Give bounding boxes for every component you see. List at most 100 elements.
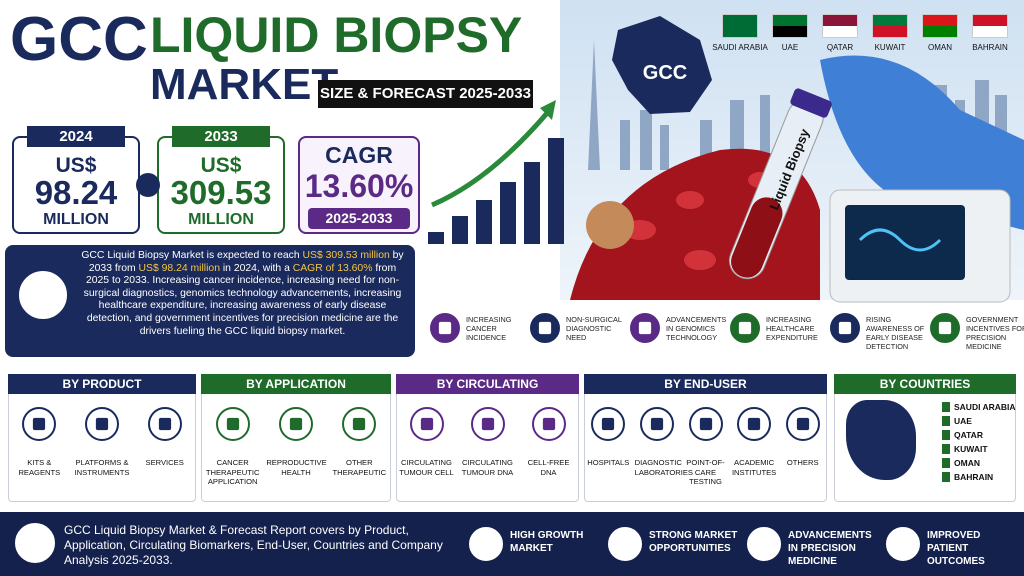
- stat-currency: US$: [200, 154, 242, 177]
- country-item: BAHRAIN: [942, 472, 993, 482]
- icon: [147, 407, 182, 441]
- map-label: GCC: [642, 62, 688, 84]
- stat-year: 2024: [27, 126, 125, 147]
- segment-header: BY PRODUCT: [8, 374, 196, 394]
- title-market: MARKET: [150, 60, 339, 109]
- segment-item: CIRCULATING TUMOUR DNA: [461, 458, 514, 477]
- icon: [737, 407, 772, 441]
- icon: [469, 527, 503, 561]
- icon: [470, 407, 505, 441]
- growth-bars: [428, 138, 564, 244]
- footer-highlight: ADVANCEMENTS IN PRECISION MEDICINE: [788, 530, 872, 567]
- segment-header: BY APPLICATION: [201, 374, 391, 394]
- flag: [972, 14, 1008, 38]
- summary-part: GCC Liquid Biopsy Market is expected to …: [81, 250, 303, 261]
- cagr-period: 2025-2033: [308, 208, 410, 229]
- segment-item: OTHERS: [786, 458, 819, 467]
- stat-value: 98.24: [34, 174, 118, 211]
- driver-label: ADVANCEMENTS IN GENOMICS TECHNOLOGY: [666, 315, 727, 342]
- flag: [872, 14, 908, 38]
- footer-highlight: STRONG MARKET OPPORTUNITIES: [649, 530, 738, 554]
- flag: [922, 14, 958, 38]
- gcc-map: [612, 16, 712, 114]
- segment-item: ACADEMIC INSTITUTES: [731, 458, 777, 477]
- dna-display: [858, 228, 942, 252]
- arrow-circle: [136, 173, 160, 197]
- stat-unit: MILLION: [188, 211, 254, 228]
- flag-label: UAE: [781, 43, 799, 52]
- icon: [639, 407, 674, 441]
- title-liquid-biopsy: LIQUID BIOPSY: [150, 7, 523, 63]
- icon: [608, 527, 642, 561]
- flag: [772, 14, 808, 38]
- icon: [528, 311, 562, 345]
- glove: [820, 55, 1024, 230]
- country-map: [846, 400, 916, 480]
- icon: [409, 407, 444, 441]
- arrow-head: [540, 100, 556, 120]
- footer-description: GCC Liquid Biopsy Market & Forecast Repo…: [64, 523, 443, 567]
- country-item: KUWAIT: [942, 444, 988, 454]
- segment-item: CANCER THERAPEUTIC APPLICATION: [205, 458, 260, 486]
- flag-label: KUWAIT: [874, 43, 906, 52]
- flag-label: SAUDI ARABIA: [712, 43, 768, 52]
- country-item: OMAN: [942, 458, 980, 468]
- country-item: SAUDI ARABIA: [942, 402, 1016, 412]
- summary-text: GCC Liquid Biopsy Market is expected to …: [80, 250, 405, 338]
- segment-item: KITS & REAGENTS: [18, 458, 61, 477]
- subtitle: SIZE & FORECAST 2025-2033: [318, 80, 533, 108]
- flag-label: BAHRAIN: [972, 43, 1008, 52]
- stat-value: 309.53: [170, 174, 272, 211]
- segment-header: BY END-USER: [584, 374, 827, 394]
- footer-band: [0, 512, 1024, 576]
- icon: [85, 407, 119, 441]
- icon: [19, 271, 67, 319]
- segment-item: DIAGNOSTIC LABORATORIES: [634, 458, 693, 477]
- summary-highlight: CAGR of 13.60%: [292, 262, 373, 274]
- icon: [342, 407, 377, 441]
- driver-label: GOVERNMENT INCENTIVES FOR PRECISION MEDI…: [966, 315, 1024, 351]
- segment-item: CIRCULATING TUMOUR CELL: [399, 458, 454, 477]
- flag: [722, 14, 758, 38]
- driver-label: INCREASING CANCER INCIDENCE: [466, 315, 512, 342]
- segment-item: SERVICES: [145, 458, 184, 467]
- summary-highlight: US$ 309.53 million: [302, 250, 390, 261]
- cagr-label: CAGR: [325, 142, 393, 168]
- cagr-value: 13.60%: [304, 168, 414, 204]
- icon: [22, 407, 57, 441]
- icon: [688, 407, 723, 441]
- stat-year: 2033: [172, 126, 270, 147]
- growth-arrow: [431, 110, 550, 208]
- icon: [928, 311, 962, 345]
- segment-item: PLATFORMS & INSTRUMENTS: [74, 458, 130, 477]
- icon: [785, 407, 820, 441]
- stat-box: [157, 136, 285, 234]
- icon: [828, 311, 862, 345]
- driver-label: NON-SURGICAL DIAGNOSTIC NEED: [566, 315, 622, 342]
- icon: [531, 407, 566, 441]
- icon: [747, 527, 781, 561]
- summary-part: from 2025 to 2033. Increasing cancer inc…: [83, 262, 402, 337]
- icon: [428, 311, 462, 345]
- segment-item: CELL-FREE DNA: [527, 458, 570, 477]
- footer-highlight: HIGH GROWTH MARKET: [510, 530, 584, 554]
- icon: [591, 407, 626, 441]
- summary-box: [5, 245, 415, 357]
- segment-item: POINT-OF-CARE TESTING: [686, 458, 725, 486]
- segment-header: BY CIRCULATING BIOMARKERS: [396, 374, 579, 411]
- summary-part: in 2024, with a: [219, 262, 293, 274]
- summary-highlight: US$ 98.24 million: [138, 262, 220, 274]
- segment-item: REPRODUCTIVE HEALTH: [266, 458, 327, 477]
- icon: [728, 311, 762, 345]
- segment-header: BY COUNTRIES: [834, 374, 1016, 394]
- driver-label: RISING AWARENESS OF EARLY DISEASE DETECT…: [866, 315, 925, 351]
- stat-currency: US$: [55, 154, 97, 177]
- icon: [15, 523, 55, 563]
- segment-item: HOSPITALS: [587, 458, 630, 467]
- stat-unit: MILLION: [43, 211, 109, 228]
- icon: [628, 311, 662, 345]
- segment-item: OTHER THERAPEUTIC: [332, 458, 387, 477]
- tumour-cell: [586, 201, 634, 249]
